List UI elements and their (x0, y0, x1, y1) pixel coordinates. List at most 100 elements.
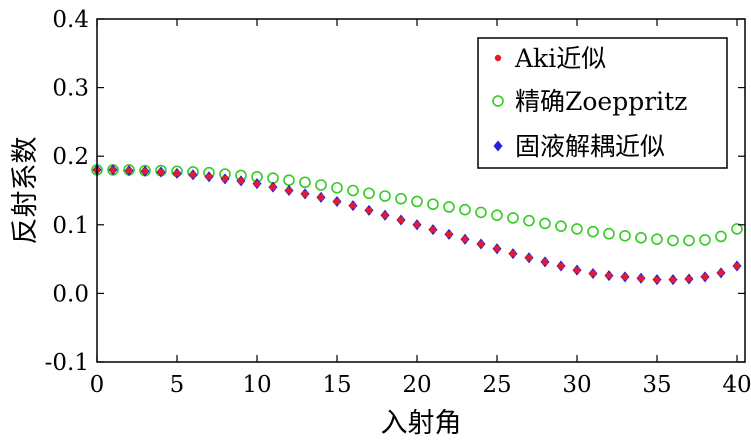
series-2-point (347, 184, 359, 197)
series-1-point (509, 250, 517, 257)
legend-marker-2 (492, 95, 504, 107)
x-tick-label: 10 (242, 372, 271, 398)
series-1-point (141, 168, 149, 175)
series-2-point (699, 234, 711, 246)
series-1-point (189, 171, 197, 178)
series-2-point (667, 234, 679, 247)
x-tick-label: 20 (402, 372, 431, 398)
plot-area (91, 164, 743, 286)
series-2-point (379, 190, 391, 202)
series-1-point (109, 166, 117, 174)
series-1 (93, 166, 741, 283)
series-2-point (459, 203, 471, 216)
series-1-point (717, 269, 725, 277)
series-1-point (541, 258, 549, 266)
series-2-point (363, 187, 375, 200)
series-1-point (573, 266, 581, 274)
series-2-point (395, 192, 407, 205)
x-tick-label: 5 (170, 372, 185, 398)
series-1-point (685, 275, 693, 283)
series-1-point (269, 183, 277, 191)
series-1-point (557, 262, 565, 270)
series-2-point (475, 206, 487, 219)
legend-label-1: Aki近似 (514, 44, 606, 73)
series-2-point (299, 176, 311, 189)
series-1-point (733, 262, 741, 270)
x-tick-label: 40 (722, 372, 751, 398)
series-2-point (555, 220, 567, 232)
series-2-point (715, 230, 727, 243)
series-1-point (669, 276, 677, 283)
y-tick-label: 0.1 (52, 213, 89, 239)
series-2-point (427, 198, 439, 211)
series-1-point (589, 270, 597, 277)
series-2-point (283, 174, 295, 187)
x-tick-label: 25 (482, 372, 511, 398)
legend-box (477, 37, 728, 169)
series-2-point (683, 234, 695, 247)
series-1-point (605, 272, 613, 279)
legend-label-3: 固液解耦近似 (515, 132, 665, 161)
series-1-point (349, 202, 357, 209)
y-tick-label: 0.3 (52, 76, 89, 102)
series-1-point (477, 240, 485, 248)
x-tick-label: 35 (642, 372, 671, 398)
legend-marker-1 (494, 54, 502, 62)
y-tick-label: 0.2 (52, 144, 89, 170)
series-1-point (637, 275, 645, 282)
series-1-point (205, 173, 213, 180)
series-1-point (237, 177, 245, 185)
series-2-point (587, 225, 599, 238)
series-1-point (157, 168, 165, 176)
y-tick-label: 0.0 (52, 281, 89, 307)
y-tick-label: 0.4 (52, 7, 89, 33)
series-2-point (507, 212, 519, 224)
series-1-point (381, 211, 389, 219)
series-1-point (701, 273, 709, 281)
series-2-point (603, 227, 615, 240)
series-2-point (635, 232, 647, 244)
series-2-point (651, 233, 663, 246)
series-1-point (429, 226, 437, 233)
series-2-point (571, 223, 583, 235)
axes: 0 5 10 15 20 25 30 35 40 -0.1 0.0 0.1 0.2 0.3 0.4 入射角 反射… (10, 7, 751, 439)
series-2-point (331, 181, 343, 194)
x-axis-title: 入射角 (381, 408, 462, 439)
series-1-point (493, 245, 501, 253)
series-1-point (525, 254, 533, 261)
series-1-point (365, 207, 373, 214)
series-1-point (285, 187, 293, 194)
series-1-point (253, 180, 261, 187)
legend-marker-3 (493, 140, 503, 152)
series-1-point (301, 190, 309, 198)
series-2-point (523, 214, 535, 227)
series-2-point (491, 209, 503, 221)
series-2-point (619, 229, 631, 242)
series-2-point (443, 201, 455, 213)
series-2-point (411, 195, 423, 208)
y-tick-label: -0.1 (45, 350, 89, 376)
series-2-point (539, 217, 551, 230)
series-1-point (397, 216, 405, 224)
series-1-point (317, 194, 325, 201)
legend-label-2: 精确Zoeppritz (515, 87, 687, 116)
plot-frame (96, 18, 746, 363)
series-2 (91, 164, 743, 247)
series-1-point (413, 221, 421, 228)
series-2-point (731, 223, 743, 235)
series-1-point (653, 276, 661, 283)
x-tick-label: 0 (90, 372, 105, 398)
series-2-point (315, 179, 327, 191)
series-1-point (333, 198, 341, 205)
series-1-point (125, 167, 133, 174)
series-1-point (173, 170, 181, 177)
x-tick-label: 30 (562, 372, 591, 398)
y-axis-title: 反射系数 (10, 137, 41, 245)
series-1-point (621, 273, 629, 281)
series-1-point (221, 175, 229, 183)
series-1-point (461, 236, 469, 243)
series-1-point (445, 231, 453, 238)
x-tick-label: 15 (322, 372, 351, 398)
